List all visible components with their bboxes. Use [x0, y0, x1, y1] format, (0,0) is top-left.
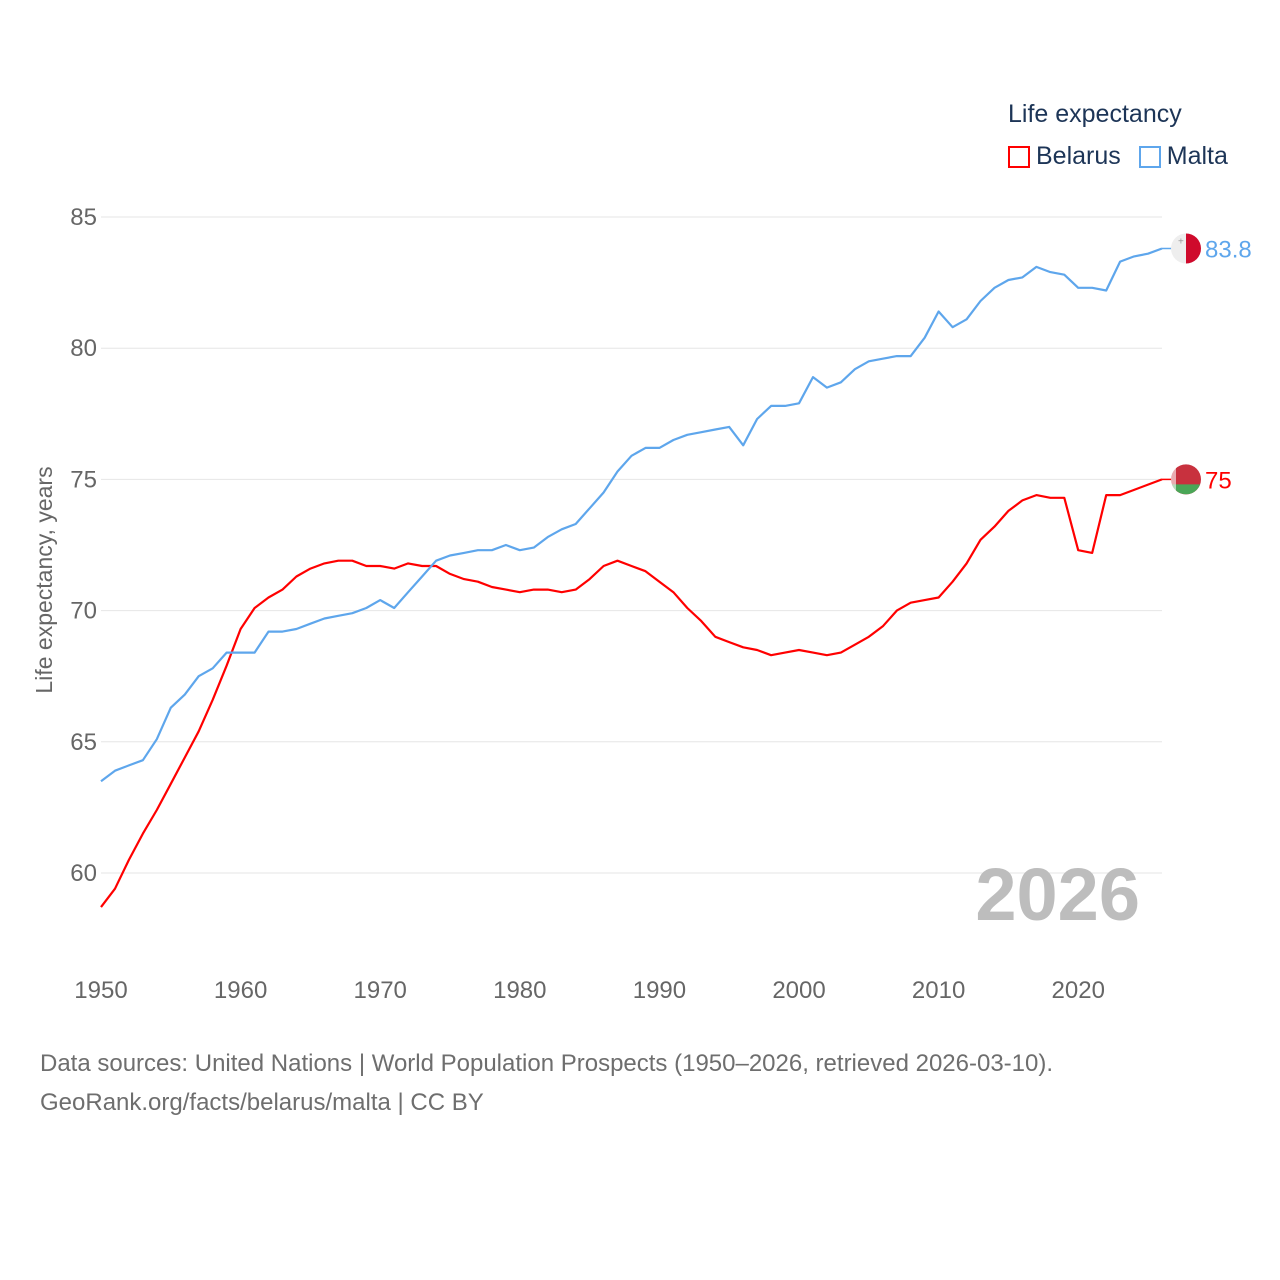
george-cross-icon: + [1178, 236, 1184, 247]
x-tick-label: 1980 [493, 977, 546, 1004]
y-tick-label: 80 [70, 335, 97, 362]
series-line-malta [100, 247, 1163, 783]
y-tick-label: 85 [70, 204, 97, 231]
legend: Belarus Malta [1008, 142, 1228, 171]
y-tick-label: 70 [70, 598, 97, 625]
belarus-flag-green-band [1171, 484, 1201, 495]
y-tick-label: 75 [70, 466, 97, 493]
legend-swatch-belarus [1008, 145, 1030, 168]
end-value-label-malta: 83.8 [1205, 236, 1252, 263]
credit-link[interactable]: GeoRank.org/facts/belarus/malta | CC BY [40, 1089, 484, 1116]
y-tick-label: 65 [70, 729, 97, 756]
x-tick-label: 1970 [354, 977, 407, 1004]
year-label: 2026 [975, 853, 1140, 936]
legend-label-belarus: Belarus [1036, 142, 1121, 170]
y-axis-label: Life expectancy, years [31, 466, 57, 693]
x-tick-label: 1990 [633, 977, 686, 1004]
end-value-label-belarus: 75 [1205, 467, 1232, 494]
malta-flag-red-half [1186, 233, 1202, 264]
legend-item-belarus[interactable]: Belarus [1008, 142, 1121, 171]
x-tick-label: 1960 [214, 977, 267, 1004]
legend-label-malta: Malta [1166, 142, 1228, 170]
footer: Data sources: United Nations | World Pop… [40, 1044, 1053, 1122]
legend-swatch-malta [1138, 145, 1161, 168]
x-tick-label: 1950 [74, 977, 127, 1004]
x-tick-label: 2020 [1052, 977, 1105, 1004]
legend-item-malta[interactable]: Malta [1138, 142, 1228, 171]
y-tick-label: 60 [70, 860, 97, 887]
series-line-belarus [100, 478, 1163, 908]
legend-title: Life expectancy [1008, 100, 1182, 128]
data-sources: Data sources: United Nations | World Pop… [40, 1050, 1054, 1077]
x-tick-label: 2010 [912, 977, 965, 1004]
belarus-flag-ornament [1171, 467, 1176, 492]
x-tick-label: 2000 [772, 977, 825, 1004]
